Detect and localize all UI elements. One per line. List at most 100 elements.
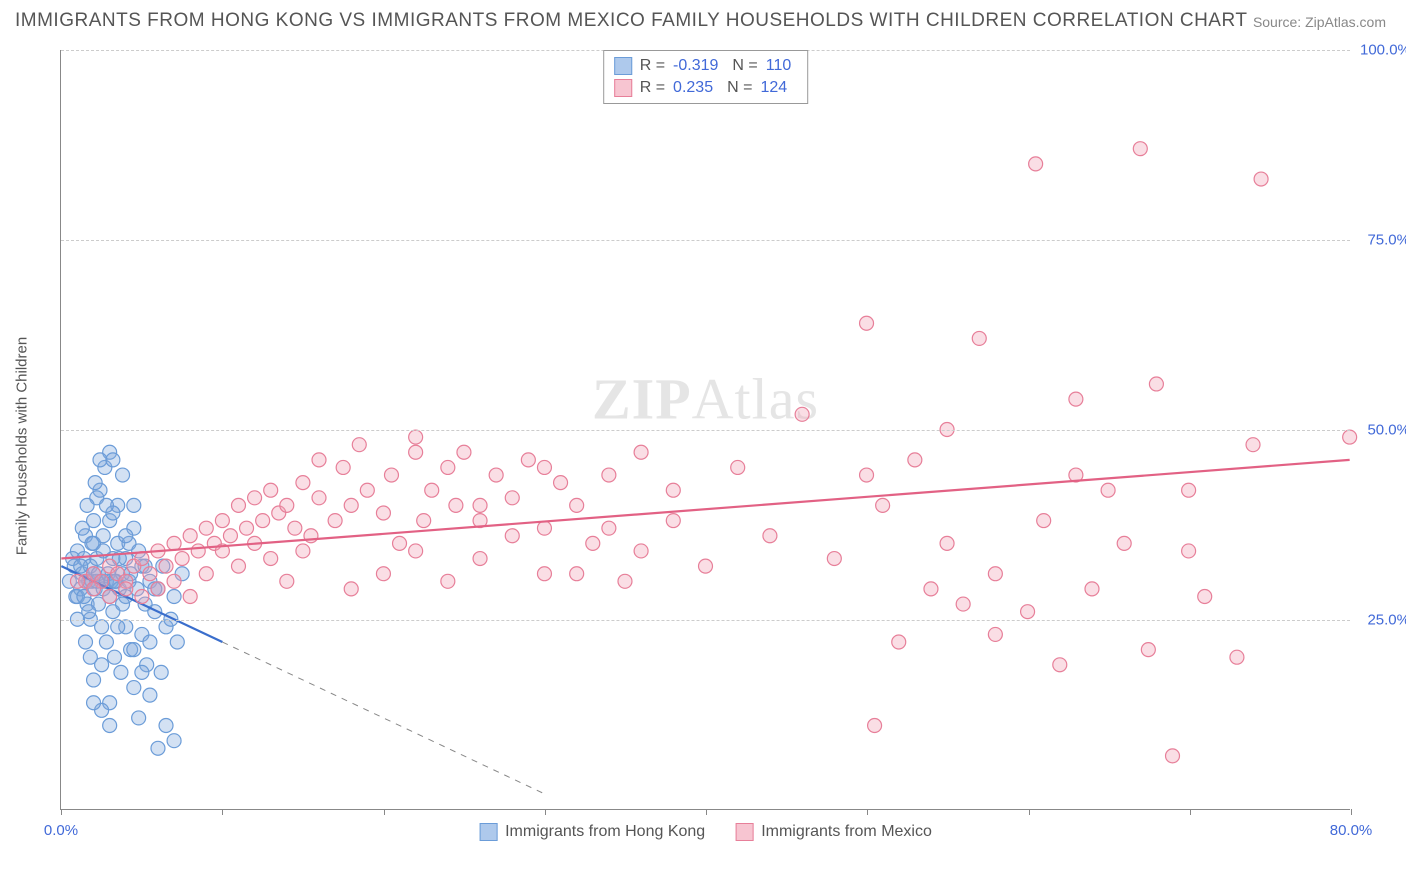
data-point: [570, 498, 584, 512]
data-point: [1069, 392, 1083, 406]
data-point: [988, 627, 1002, 641]
data-point: [360, 483, 374, 497]
data-point: [80, 498, 94, 512]
n-value: 124: [760, 77, 787, 99]
chart-title: IMMIGRANTS FROM HONG KONG VS IMMIGRANTS …: [15, 10, 1247, 32]
data-point: [344, 582, 358, 596]
data-point: [537, 460, 551, 474]
data-point: [135, 589, 149, 603]
gridline-h: [61, 620, 1350, 621]
data-point: [876, 498, 890, 512]
data-point: [143, 567, 157, 581]
data-point: [82, 605, 96, 619]
data-point: [666, 483, 680, 497]
data-point: [1085, 582, 1099, 596]
data-point: [132, 711, 146, 725]
data-point: [175, 552, 189, 566]
data-point: [159, 719, 173, 733]
data-point: [441, 460, 455, 474]
data-point: [409, 544, 423, 558]
data-point: [154, 665, 168, 679]
data-point: [425, 483, 439, 497]
x-tick-mark: [1351, 809, 1352, 815]
data-point: [1133, 142, 1147, 156]
data-point: [114, 665, 128, 679]
data-point: [127, 498, 141, 512]
data-point: [199, 567, 213, 581]
gridline-h: [61, 240, 1350, 241]
data-point: [108, 650, 122, 664]
data-point: [116, 597, 130, 611]
r-value: -0.319: [673, 55, 718, 77]
data-point: [473, 498, 487, 512]
data-point: [586, 536, 600, 550]
data-point: [99, 498, 113, 512]
data-point: [634, 445, 648, 459]
x-tick-mark: [1029, 809, 1030, 815]
legend-top-row: R =-0.319N =110: [614, 55, 798, 77]
data-point: [248, 491, 262, 505]
data-point: [940, 536, 954, 550]
data-point: [376, 567, 390, 581]
data-point: [602, 521, 616, 535]
correlation-legend: R =-0.319N =110R =0.235N =124: [603, 50, 809, 104]
data-point: [763, 529, 777, 543]
data-point: [699, 559, 713, 573]
x-tick-label: 80.0%: [1330, 822, 1373, 839]
r-label: R =: [640, 55, 665, 77]
data-point: [103, 719, 117, 733]
plot-area: ZIPAtlas R =-0.319N =110R =0.235N =124 I…: [60, 50, 1350, 810]
legend-swatch: [614, 57, 632, 75]
n-label: N =: [732, 55, 757, 77]
x-tick-mark: [222, 809, 223, 815]
data-point: [256, 514, 270, 528]
data-point: [288, 521, 302, 535]
x-tick-mark: [706, 809, 707, 815]
data-point: [344, 498, 358, 512]
data-point: [570, 567, 584, 581]
trend-line-extrapolated: [222, 642, 544, 794]
data-point: [183, 589, 197, 603]
legend-swatch: [735, 823, 753, 841]
data-point: [119, 529, 133, 543]
data-point: [376, 506, 390, 520]
data-point: [505, 529, 519, 543]
data-point: [537, 521, 551, 535]
x-tick-mark: [867, 809, 868, 815]
data-point: [215, 514, 229, 528]
data-point: [1343, 430, 1357, 444]
data-point: [860, 316, 874, 330]
data-point: [1029, 157, 1043, 171]
data-point: [79, 635, 93, 649]
data-point: [170, 635, 184, 649]
y-tick-label: 100.0%: [1360, 42, 1406, 59]
data-point: [87, 673, 101, 687]
data-point: [956, 597, 970, 611]
data-point: [505, 491, 519, 505]
data-point: [457, 445, 471, 459]
data-point: [972, 331, 986, 345]
legend-swatch: [614, 79, 632, 97]
data-point: [95, 620, 109, 634]
data-point: [199, 521, 213, 535]
data-point: [827, 552, 841, 566]
data-point: [441, 574, 455, 588]
data-point: [143, 688, 157, 702]
data-point: [1198, 589, 1212, 603]
data-point: [1166, 749, 1180, 763]
data-point: [280, 574, 294, 588]
data-point: [296, 544, 310, 558]
data-point: [731, 460, 745, 474]
data-point: [231, 559, 245, 573]
data-point: [795, 407, 809, 421]
data-point: [1149, 377, 1163, 391]
data-point: [409, 430, 423, 444]
data-point: [473, 552, 487, 566]
data-point: [1254, 172, 1268, 186]
data-point: [167, 589, 181, 603]
legend-bottom-item: Immigrants from Hong Kong: [479, 823, 705, 841]
y-axis-label: Family Households with Children: [14, 337, 31, 555]
data-point: [231, 498, 245, 512]
data-point: [127, 681, 141, 695]
gridline-h: [61, 430, 1350, 431]
